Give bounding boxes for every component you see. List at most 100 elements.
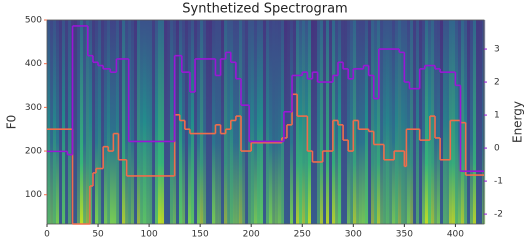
- spectrogram-column: [161, 20, 165, 224]
- y-tick-label: 400: [25, 59, 42, 69]
- spectrogram-column: [116, 20, 120, 224]
- spectrogram-column: [98, 20, 102, 224]
- spectrogram-column: [233, 20, 237, 224]
- spectrogram-column: [389, 20, 393, 224]
- spectrogram-column: [287, 20, 291, 224]
- spectrogram-column: [347, 20, 351, 224]
- spectrogram-column: [137, 20, 141, 224]
- spectrogram-column: [254, 20, 258, 224]
- spectrogram-column: [329, 20, 333, 224]
- spectrogram-column: [146, 20, 150, 224]
- spectrogram-column: [113, 20, 117, 224]
- spectrogram-column: [191, 20, 195, 224]
- spectrogram-column: [107, 20, 111, 224]
- spectrogram-column: [335, 20, 339, 224]
- spectrogram-column: [404, 20, 408, 224]
- spectrogram-column: [470, 20, 474, 224]
- spectrogram-column: [50, 20, 54, 224]
- y-axis-label: F0: [5, 115, 19, 130]
- spectrogram-column: [56, 20, 60, 224]
- plot-frame: [46, 19, 485, 225]
- spectrogram-column: [380, 20, 384, 224]
- spectrogram-column: [416, 20, 420, 224]
- spectrogram-column: [320, 20, 324, 224]
- y-tick-label: 300: [25, 103, 42, 113]
- spectrogram-column: [296, 20, 300, 224]
- spectrogram-column: [200, 20, 204, 224]
- spectrogram-column: [164, 20, 168, 224]
- spectrogram-column: [422, 20, 426, 224]
- spectrogram-column: [374, 20, 378, 224]
- spectrogram-column: [326, 20, 330, 224]
- spectrogram-column: [260, 20, 264, 224]
- spectrogram-column: [386, 20, 390, 224]
- spectrogram-column: [452, 20, 456, 224]
- spectrogram-column: [170, 20, 174, 224]
- spectrogram-column: [431, 20, 435, 224]
- spectrogram-column: [155, 20, 159, 224]
- spectrogram-column: [245, 20, 249, 224]
- spectrogram-column: [419, 20, 423, 224]
- spectrogram-column: [473, 20, 477, 224]
- spectrogram-column: [443, 20, 447, 224]
- chart-title: Synthetized Spectrogram: [182, 2, 347, 17]
- y-tick-label: 200: [25, 147, 42, 157]
- spectrogram-column: [89, 20, 93, 224]
- spectrogram-column: [425, 20, 429, 224]
- spectrogram-column: [47, 20, 51, 224]
- spectrogram-column: [218, 20, 222, 224]
- spectrogram-column: [206, 20, 210, 224]
- x-tick-label: 100: [141, 230, 158, 240]
- spectrogram-column: [194, 20, 198, 224]
- spectrogram-column: [395, 20, 399, 224]
- y-tick-label: 100: [25, 190, 42, 200]
- spectrogram-column: [110, 20, 114, 224]
- spectrogram-column: [209, 20, 213, 224]
- spectrogram-column: [377, 20, 381, 224]
- x-tick-label: 250: [294, 230, 311, 240]
- spectrogram-column: [203, 20, 207, 224]
- spectrogram-column: [59, 20, 63, 224]
- y2-axis-label: Energy: [511, 101, 525, 143]
- x-tick-label: 200: [243, 230, 260, 240]
- spectrogram-column: [104, 20, 108, 224]
- spectrogram-column: [359, 20, 363, 224]
- y2-tick-label: 3: [494, 45, 500, 55]
- spectrogram-column: [401, 20, 405, 224]
- spectrogram-column: [131, 20, 135, 224]
- spectrogram-column: [212, 20, 216, 224]
- y2-tick-label: -1: [494, 177, 503, 187]
- y2-tick-label: 1: [494, 111, 500, 121]
- y2-tick-label: 2: [494, 78, 500, 88]
- spectrogram-column: [410, 20, 414, 224]
- spectrogram-column: [242, 20, 246, 224]
- spectrogram-column: [101, 20, 105, 224]
- spectrogram-column: [446, 20, 450, 224]
- spectrogram-column: [317, 20, 321, 224]
- spectrogram-column: [302, 20, 306, 224]
- x-tick-label: 300: [345, 230, 362, 240]
- spectrogram-column: [350, 20, 354, 224]
- x-tick-label: 400: [447, 230, 464, 240]
- spectrogram-column: [257, 20, 261, 224]
- spectrogram-column: [371, 20, 375, 224]
- spectrogram-column: [92, 20, 96, 224]
- x-tick-label: 50: [92, 230, 104, 240]
- spectrogram-column: [125, 20, 129, 224]
- spectrogram-column: [158, 20, 162, 224]
- spectrogram-column: [275, 20, 279, 224]
- spectrogram-column: [278, 20, 282, 224]
- spectrogram-column: [62, 20, 66, 224]
- spectrogram-column: [338, 20, 342, 224]
- spectrogram-column: [476, 20, 480, 224]
- spectrogram-column: [185, 20, 189, 224]
- x-tick-label: 150: [192, 230, 209, 240]
- spectrogram-column: [83, 20, 87, 224]
- spectrogram-column: [251, 20, 255, 224]
- spectrogram-column: [197, 20, 201, 224]
- spectrogram-column: [53, 20, 57, 224]
- spectrogram-column: [272, 20, 276, 224]
- spectrogram: [47, 20, 486, 224]
